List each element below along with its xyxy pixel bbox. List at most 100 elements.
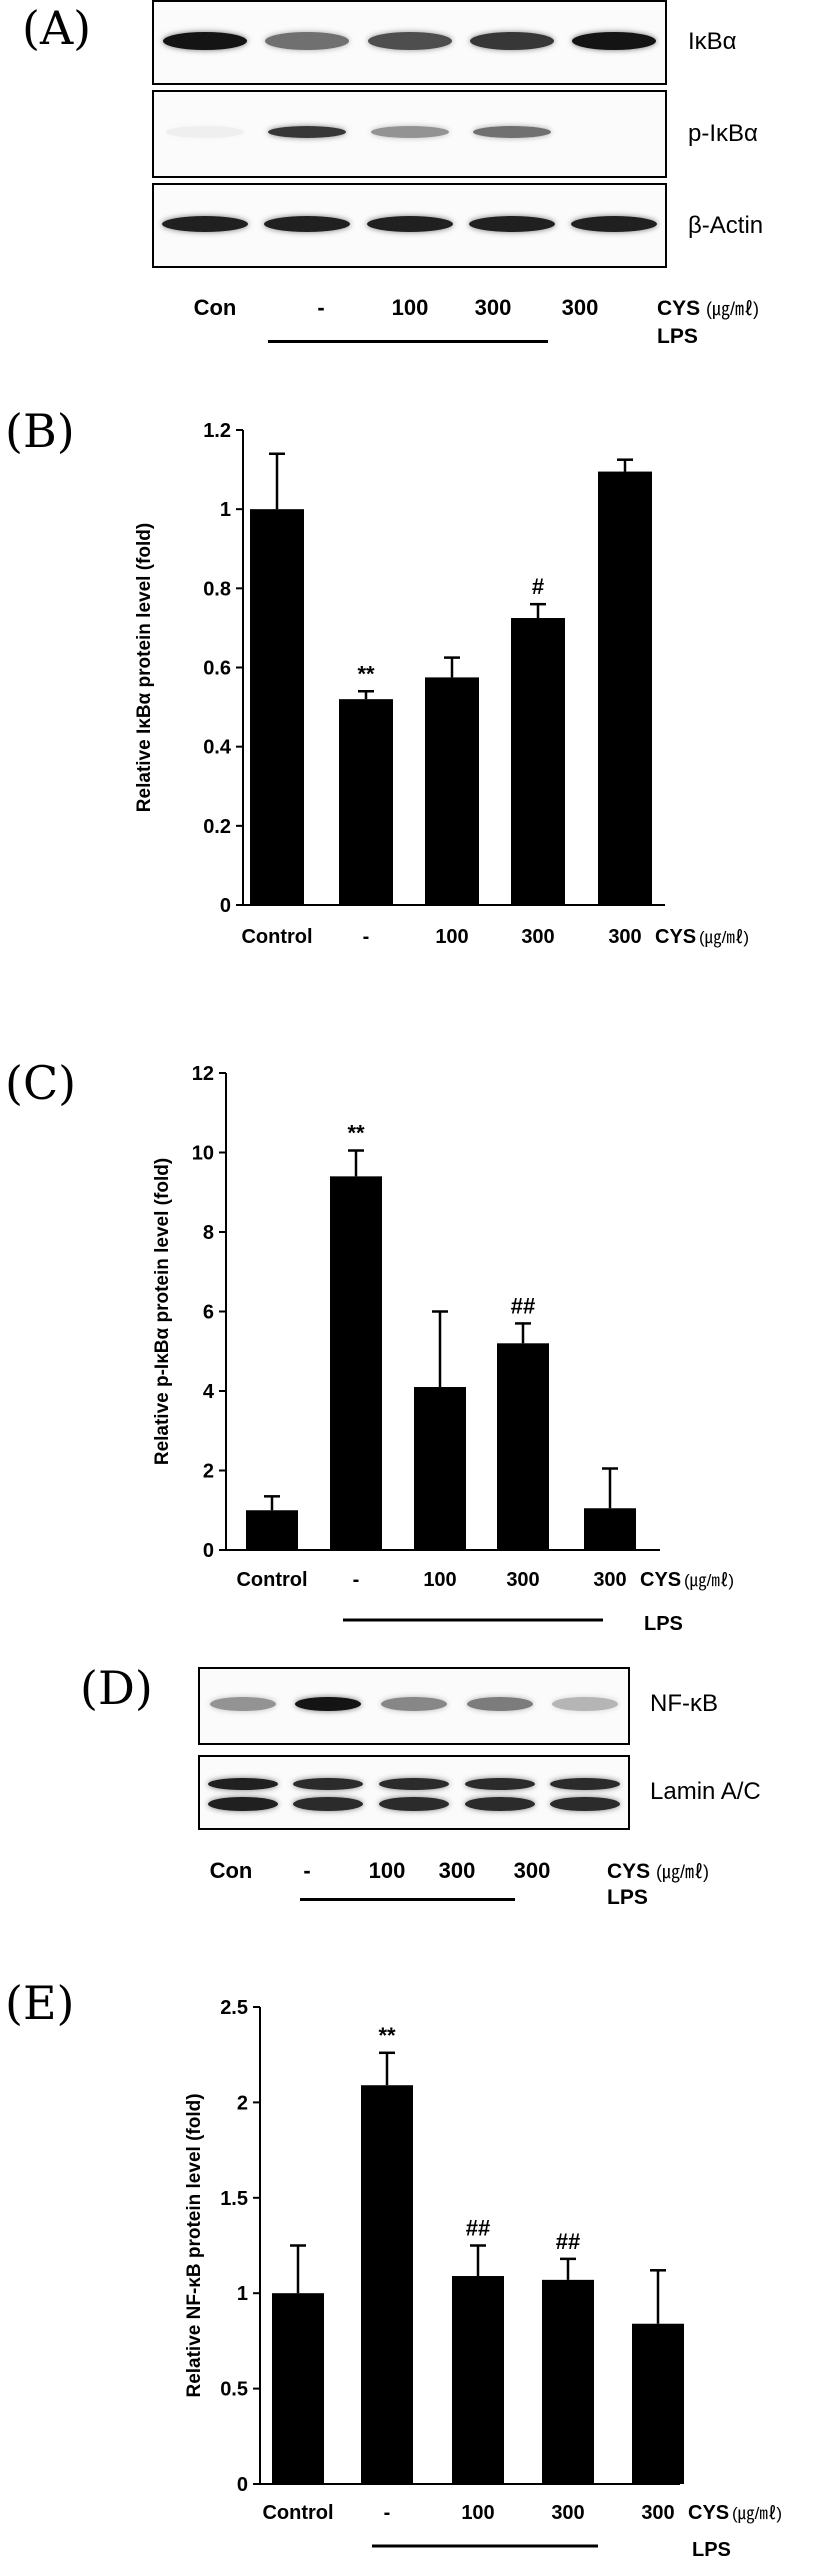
category-label: 300 [521, 926, 554, 948]
y-tick-label: 0 [203, 1540, 214, 1562]
bar [584, 1508, 636, 1550]
category-label: 300 [608, 926, 641, 948]
blot-band [466, 1697, 533, 1711]
significance-label: ## [556, 2229, 580, 2254]
category-label: 300 [506, 1569, 539, 1591]
blot-band [209, 1697, 276, 1711]
y-axis-label: Relative IκBα protein level (fold) [134, 523, 155, 812]
blot-band [295, 1697, 362, 1711]
blot-band [207, 1796, 278, 1812]
lane-label: 300 [438, 1858, 476, 1883]
significance-label: ** [357, 661, 375, 686]
cys-unit: (㎍/㎖) [699, 928, 749, 948]
chart-b: 0 0.2 0.4 0.6 0.8 1 1.2 Relative IκBα protein l… [134, 420, 749, 948]
blot-band [166, 126, 245, 138]
significance-label: # [532, 574, 544, 599]
cys-label: CYS [688, 2502, 729, 2524]
y-tick-label: 2 [237, 2092, 248, 2114]
lane-label: Con [209, 1858, 253, 1883]
category-label: 100 [461, 2502, 494, 2524]
lps-bar [300, 1898, 515, 1901]
lane-label: 100 [391, 295, 429, 320]
blot-label-nfkb: NF-κB [650, 1690, 718, 1717]
blot-band [366, 215, 453, 232]
y-tick-label: 6 [203, 1302, 214, 1324]
panel-label-c: (C) [5, 1056, 77, 1110]
category-label: 300 [593, 1569, 626, 1591]
blot-band [367, 31, 452, 50]
blot-band [575, 126, 653, 138]
significance-label: ** [378, 2023, 396, 2048]
blot-band [163, 31, 248, 50]
y-tick-label: 8 [203, 1222, 214, 1244]
lane-label: 300 [561, 295, 599, 320]
y-tick-label: 1.5 [220, 2188, 248, 2210]
y-tick-label: 0.5 [220, 2379, 248, 2401]
blot-label-ikba: IκBα [688, 28, 737, 55]
y-tick-label: 1 [237, 2283, 248, 2305]
lps-bar [268, 340, 548, 343]
blot-band [381, 1697, 447, 1711]
y-axis-label: Relative p-IκBα protein level (fold) [152, 1158, 173, 1465]
bar [511, 618, 565, 905]
y-tick-label: 2 [203, 1461, 214, 1483]
blot-band [571, 31, 656, 50]
bar [361, 2085, 413, 2484]
y-tick-label: 10 [192, 1143, 214, 1165]
bar [425, 677, 479, 905]
cys-label: CYS [655, 926, 696, 948]
category-label: - [384, 2502, 391, 2524]
bar [272, 2293, 324, 2484]
lane-label: Con [193, 295, 237, 320]
lane-label: 300 [513, 1858, 551, 1883]
chart-e: 0 0.5 1 1.5 2 2.5 Relative NF-κB protein level… [184, 1997, 782, 2561]
significance-label: ## [466, 2216, 490, 2241]
blot-band [552, 1697, 619, 1711]
y-tick-label: 0.6 [203, 658, 231, 680]
significance-label: ## [511, 1293, 535, 1318]
cys-unit: (㎍/㎖) [684, 1571, 734, 1591]
panel-label-e: (E) [5, 1976, 75, 2030]
significance-label: ** [347, 1121, 365, 1146]
panel-label-a: (A) [22, 1, 92, 55]
blot-a-row-1 [152, 0, 667, 85]
lps-label: LPS [692, 2539, 731, 2561]
blot-band [379, 1796, 449, 1812]
cys-label: CYS (㎍/㎖) [607, 1860, 710, 1883]
blot-band [162, 215, 249, 232]
y-tick-label: 0.8 [203, 578, 231, 600]
blot-band [468, 215, 555, 232]
category-label: - [363, 926, 370, 948]
blot-band [464, 1796, 535, 1812]
blot-label-p-ikba: p-IκBα [688, 120, 758, 147]
blot-band [472, 126, 551, 138]
y-axis-label: Relative NF-κB protein level (fold) [184, 2093, 205, 2397]
y-tick-label: 1.2 [203, 420, 231, 442]
blot-band [550, 1777, 621, 1791]
blot-band [370, 126, 449, 138]
y-tick-label: 0.4 [203, 737, 232, 759]
blot-band [469, 31, 554, 50]
blot-band [464, 1777, 535, 1791]
category-label: Control [236, 1569, 307, 1591]
cys-unit: (㎍/㎖) [732, 2504, 782, 2524]
category-label: Control [262, 2502, 333, 2524]
category-label: 100 [435, 926, 468, 948]
bar [598, 471, 652, 905]
y-tick-label: 1 [220, 499, 231, 521]
lane-label: 100 [368, 1858, 406, 1883]
blot-d-row-1 [198, 1667, 630, 1745]
blot-band [293, 1796, 364, 1812]
panel-label-d: (D) [80, 1661, 153, 1715]
y-tick-label: 0.2 [203, 816, 231, 838]
lps-label: LPS [644, 1613, 683, 1635]
lps-label: LPS [657, 325, 698, 348]
bar [632, 2323, 684, 2484]
blot-a-row-2 [152, 90, 667, 178]
blot-label-lamin: Lamin A/C [650, 1778, 761, 1805]
blot-band [265, 31, 350, 50]
bar [414, 1387, 466, 1550]
blot-band [570, 215, 657, 232]
blot-band [550, 1796, 621, 1812]
lane-label: - [317, 295, 325, 320]
